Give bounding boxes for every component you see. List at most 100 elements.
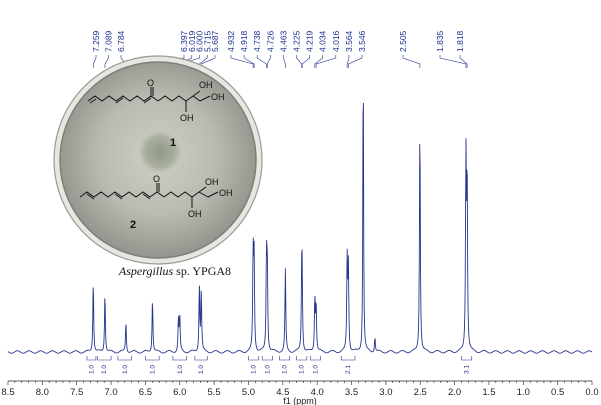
oh-label-1b: OH	[180, 113, 194, 123]
integral-value: 1.0	[312, 365, 319, 374]
integral-layer: 1.0 1.0 1.0 1.0 1.0 1.0 1.0 1.0 1.0 1.0 1.0 2.1 3.1	[86, 356, 473, 374]
peak-label: 4.034	[318, 30, 328, 52]
integral-value: 1.0	[122, 365, 129, 374]
peak-label-connector	[402, 55, 421, 68]
x-tick-label: 4.5	[276, 387, 289, 398]
x-tick-label: 0.5	[551, 387, 564, 398]
integral-bracket	[86, 356, 97, 361]
carbonyl-o-label-1: O	[147, 78, 154, 88]
peak-label: 5.715	[202, 30, 212, 52]
peak-label: 1.818	[455, 30, 465, 52]
x-tick-label: 1.0	[517, 387, 530, 398]
peak-label: 3.564	[344, 30, 354, 52]
x-axis-label: f1 (ppm)	[283, 396, 317, 405]
x-tick-label: 2.0	[448, 387, 461, 398]
peak-label: 4.738	[252, 30, 262, 52]
x-tick-label: 1.5	[482, 387, 495, 398]
oh-label-1c: OH	[211, 92, 225, 102]
compound-1-number: 1	[170, 137, 176, 149]
integral-value: 1.0	[149, 365, 156, 374]
spectrum-trace	[7, 102, 593, 354]
caption-genus: Aspergillus	[118, 264, 174, 278]
integral-bracket	[261, 356, 273, 361]
x-tick-label: 7.5	[70, 387, 83, 398]
peak-label: 7.259	[91, 30, 101, 52]
peak-label-connector	[256, 55, 267, 68]
peak-label-connector	[439, 55, 467, 68]
integral-bracket	[172, 356, 187, 361]
peak-label-connector	[348, 55, 363, 68]
integral-bracket	[117, 356, 132, 361]
peak-label: 4.219	[305, 30, 315, 52]
integral-value: 1.0	[251, 365, 258, 374]
oh-label-2c: OH	[219, 188, 233, 198]
compound-1-structure	[87, 87, 211, 112]
peak-label: 4.463	[278, 30, 288, 52]
peak-label: 5.687	[210, 30, 220, 52]
peak-label-connector	[92, 55, 97, 68]
integral-bracket	[248, 356, 260, 361]
peak-label: 4.726	[265, 30, 275, 52]
peak-label-connector	[346, 55, 350, 68]
peak-label: 4.932	[226, 30, 236, 52]
peak-label-connector	[314, 55, 323, 68]
x-tick-label: 8.0	[36, 387, 49, 398]
integral-bracket	[310, 356, 321, 361]
peak-label-connector	[459, 55, 468, 68]
x-tick-label: 2.5	[414, 387, 427, 398]
integral-value: 1.0	[101, 365, 108, 374]
peak-label: 2.505	[398, 30, 408, 52]
peak-label: 6.000	[195, 30, 205, 52]
x-tick-label: 3.0	[379, 387, 392, 398]
peak-label: 4.016	[331, 30, 341, 52]
peak-label-connector	[283, 55, 286, 68]
x-tick-label: 0.0	[585, 387, 598, 398]
peak-label: 6.784	[116, 30, 126, 52]
peak-label: 6.019	[187, 30, 197, 52]
integral-value: 2.1	[345, 365, 352, 374]
x-tick-label: 6.5	[139, 387, 152, 398]
x-tick-label: 6.0	[173, 387, 186, 398]
integral-value: 1.0	[88, 365, 95, 374]
peak-label: 6.397	[179, 30, 189, 52]
integral-bracket	[340, 356, 356, 361]
integral-value: 1.0	[299, 365, 306, 374]
peak-label: 7.089	[104, 30, 114, 52]
x-tick-label: 8.5	[1, 387, 14, 398]
integral-value: 1.0	[264, 365, 271, 374]
peak-label-connector	[104, 55, 109, 68]
caption-strain: sp. YPGA8	[173, 264, 232, 278]
integral-bracket	[145, 356, 160, 361]
inhibition-zone	[138, 130, 182, 174]
integral-value: 1.0	[282, 365, 289, 374]
peak-label-connector	[230, 55, 254, 68]
inset-caption: Aspergillus sp. YPGA8	[90, 264, 260, 279]
oh-label-2a: OH	[205, 177, 219, 187]
integral-value: 1.0	[177, 365, 184, 374]
x-tick-label: 4.0	[311, 387, 324, 398]
x-tick-label: 5.0	[242, 387, 255, 398]
peak-label: 1.835	[435, 30, 445, 52]
peak-label-layer: 7.259 7.089 6.784 6.3976.0196.0005.7155.687…	[91, 30, 468, 68]
integral-bracket	[279, 356, 290, 361]
peak-label-connector	[315, 55, 337, 68]
x-tick-label: 3.5	[345, 387, 358, 398]
petri-dish-inset: O OH OH OH 1 O OH OH OH 2	[53, 55, 263, 265]
integral-bracket	[461, 356, 473, 361]
x-tick-label: 7.0	[104, 387, 117, 398]
peak-label-connector	[301, 55, 310, 68]
compound-2-number: 2	[130, 219, 136, 231]
peak-label-connector	[243, 55, 255, 68]
integral-bracket	[194, 356, 208, 361]
oh-label-1a: OH	[199, 80, 213, 90]
integral-value: 1.0	[198, 365, 205, 374]
carbonyl-o-label-2: O	[153, 174, 160, 184]
peak-label-connector	[296, 55, 303, 68]
oh-label-2b: OH	[188, 209, 202, 219]
x-tick-label: 5.5	[208, 387, 221, 398]
integral-bracket	[97, 356, 112, 361]
integral-bracket	[296, 356, 308, 361]
x-axis: 8.5 8.0 7.5 7.0 6.5 6.0 5.5 5.0 4.5 4.0 3.5 3.0 2.5 2…	[1, 380, 599, 398]
peak-label: 4.225	[292, 30, 302, 52]
